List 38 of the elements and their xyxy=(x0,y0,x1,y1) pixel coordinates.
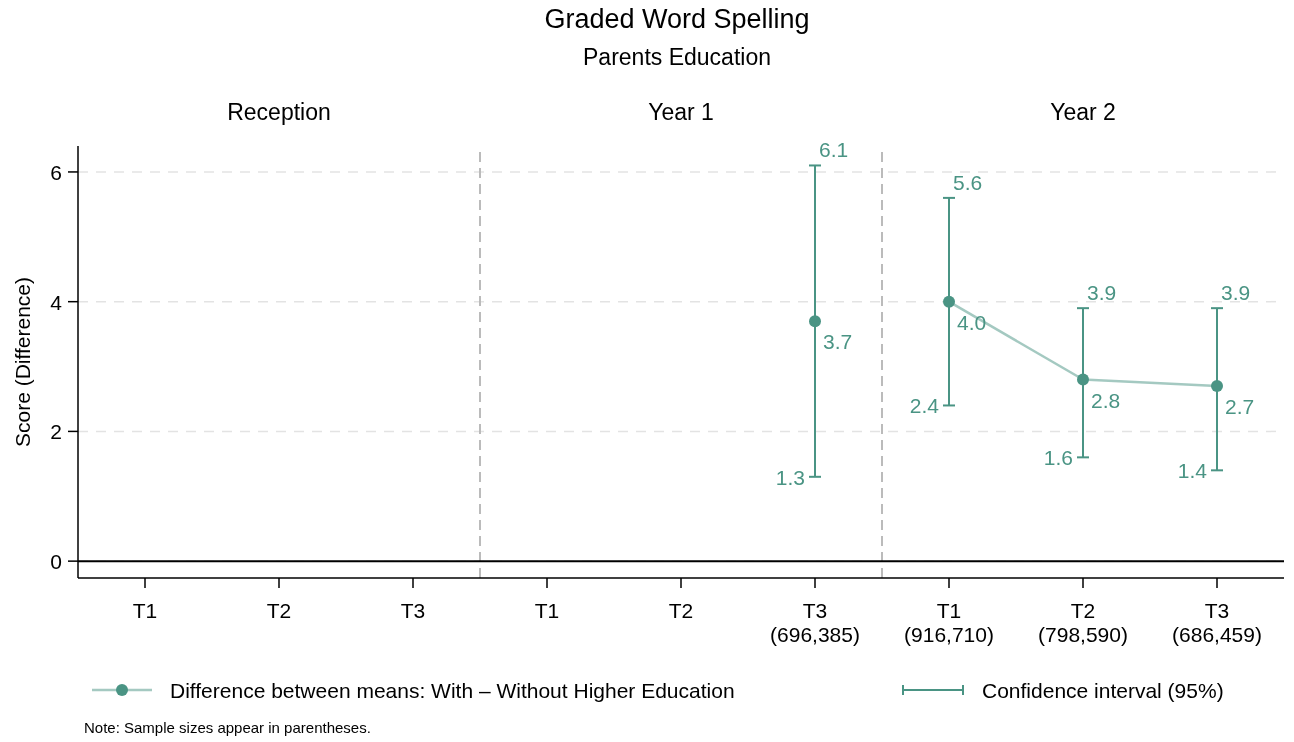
y-tick-label: 6 xyxy=(50,160,62,184)
text: Year 1 xyxy=(648,99,714,125)
point xyxy=(1077,373,1089,386)
annotation: 1.3 xyxy=(775,465,805,489)
x-tick-label: T3 (686,459) xyxy=(1172,599,1262,646)
point xyxy=(809,315,821,328)
annotation: 1.6 xyxy=(1043,446,1073,470)
text: Reception xyxy=(227,99,331,125)
x-tick-label: T2 xyxy=(668,599,694,622)
x-tick-label: T1 xyxy=(132,599,158,622)
y-tick-label: 0 xyxy=(50,550,62,574)
annotation: 6.1 xyxy=(819,138,849,162)
x-tick-label: T3 xyxy=(400,599,426,622)
text: Note: Sample sizes appear in parentheses. xyxy=(84,719,371,736)
y-axis-title: Score (Difference) xyxy=(11,276,34,448)
x-tick-label: T1 xyxy=(534,599,560,622)
text: Confidence interval (95%) xyxy=(982,679,1224,702)
annotation: 5.6 xyxy=(953,170,983,194)
annotation: 3.9 xyxy=(1087,281,1117,305)
y-tick-label: 4 xyxy=(50,290,63,314)
annotation: 3.9 xyxy=(1221,281,1251,305)
x-tick-label: T1 (916,710) xyxy=(904,599,994,646)
point xyxy=(1211,380,1223,392)
x-tick-label: T2 xyxy=(266,599,292,622)
chart-title: Graded Word Spelling xyxy=(544,4,810,34)
chart-subtitle: Parents Education xyxy=(583,44,771,70)
y-tick-label: 2 xyxy=(50,420,62,444)
x-tick-label: T3 (696,385) xyxy=(770,599,860,646)
data-label: 3.7 xyxy=(823,330,853,354)
data-label: 2.7 xyxy=(1225,395,1255,418)
text: Year 2 xyxy=(1050,99,1116,125)
data-label: 2.8 xyxy=(1091,388,1121,412)
x-tick-label: T2 (798,590) xyxy=(1038,599,1128,646)
annotation: 1.4 xyxy=(1177,459,1208,483)
point xyxy=(943,295,955,308)
data-label: 4.0 xyxy=(957,310,987,334)
legend-label: Difference between means: With – Without Higher Education xyxy=(170,679,735,702)
annotation: 2.4 xyxy=(909,394,940,418)
